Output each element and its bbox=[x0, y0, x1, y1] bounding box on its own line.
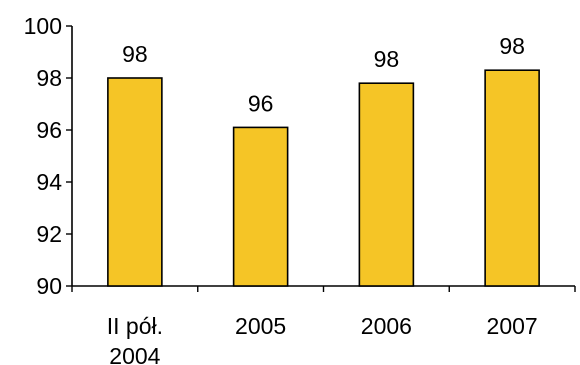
y-tick-label: 92 bbox=[36, 221, 62, 247]
x-tick-label-line: 2005 bbox=[235, 313, 286, 339]
x-axis: II pół. 2004 2005 2006 2007 bbox=[71, 285, 576, 365]
y-tick-label: 98 bbox=[36, 65, 62, 91]
data-labels: 98 96 98 98 bbox=[122, 33, 525, 116]
x-tick-label: II pół. 2004 bbox=[107, 313, 163, 365]
bar-value-label: 98 bbox=[374, 46, 400, 72]
y-tick-label: 90 bbox=[36, 273, 62, 299]
x-tick-label: 2005 bbox=[235, 313, 286, 339]
x-tick-label-line: II pół. bbox=[107, 313, 163, 339]
x-tick-label-line: 2006 bbox=[361, 313, 412, 339]
bar bbox=[232, 126, 289, 287]
bar-value-label: 98 bbox=[122, 41, 148, 67]
y-axis: 90 92 94 96 98 100 bbox=[24, 13, 73, 299]
x-tick-label: 2006 bbox=[361, 313, 412, 339]
x-tick-label-line: 2004 bbox=[109, 343, 160, 365]
y-tick-label: 100 bbox=[24, 13, 62, 39]
y-tick-label: 96 bbox=[36, 117, 62, 143]
bar bbox=[358, 82, 415, 287]
bar bbox=[107, 77, 163, 287]
bar bbox=[484, 69, 540, 287]
bars bbox=[107, 69, 540, 287]
bar-value-label: 96 bbox=[248, 90, 274, 116]
y-tick-label: 94 bbox=[36, 169, 62, 195]
bar-value-label: 98 bbox=[499, 33, 525, 59]
x-tick-label-line: 2007 bbox=[487, 313, 538, 339]
x-tick-label: 2007 bbox=[487, 313, 538, 339]
